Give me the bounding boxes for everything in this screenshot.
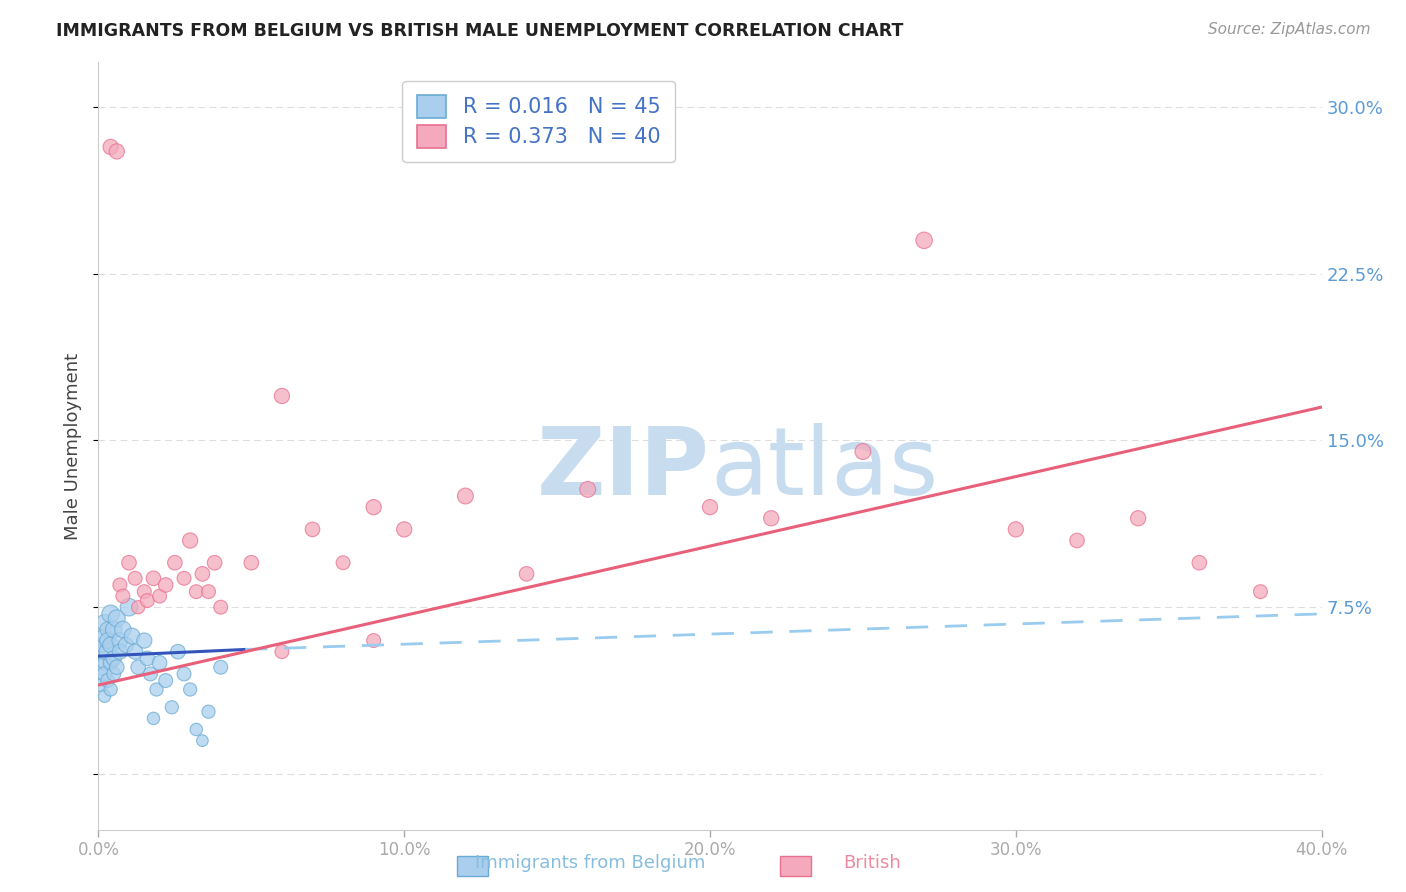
Point (111, 589, 134, 603)
Point (149, 656, 172, 670)
Point (90, 660, 112, 674)
Point (105, 660, 128, 674)
Point (142, 571, 165, 585)
Point (93, 689, 115, 703)
Point (105, 145, 128, 159)
Point (108, 633, 131, 648)
Point (1066, 533, 1088, 548)
Point (97, 633, 120, 648)
Point (1188, 556, 1211, 570)
Point (301, 522, 323, 536)
Point (100, 656, 122, 670)
Point (191, 566, 214, 581)
Point (270, 389, 292, 403)
Point (209, 600, 232, 615)
Point (197, 705, 219, 719)
Point (90, 678, 112, 692)
Text: ZIP: ZIP (537, 423, 710, 515)
Point (197, 584, 219, 599)
Point (93, 667, 115, 681)
Text: Source: ZipAtlas.com: Source: ZipAtlas.com (1208, 22, 1371, 37)
Point (93, 629, 115, 643)
Point (363, 500, 385, 515)
Point (97, 673, 120, 688)
Point (173, 667, 195, 681)
Text: British: British (842, 855, 901, 872)
Point (516, 566, 538, 581)
Point (204, 556, 226, 570)
Point (912, 233, 935, 247)
Text: Immigrants from Belgium: Immigrants from Belgium (475, 855, 706, 872)
Point (576, 483, 599, 497)
Point (155, 578, 177, 592)
Point (142, 711, 165, 725)
Point (392, 522, 416, 536)
Point (179, 682, 201, 697)
Point (118, 600, 141, 615)
Point (100, 140, 122, 154)
Point (186, 723, 208, 737)
Point (1004, 522, 1026, 536)
Bar (780, 856, 811, 876)
Point (145, 682, 167, 697)
Point (139, 667, 162, 681)
Point (852, 444, 875, 458)
Point (160, 700, 183, 714)
Point (124, 571, 146, 585)
Point (332, 556, 354, 570)
Point (100, 638, 122, 652)
Point (93, 656, 115, 670)
Point (134, 584, 156, 599)
Point (108, 645, 131, 659)
Point (97, 645, 120, 659)
Point (105, 611, 128, 625)
Point (149, 589, 172, 603)
Point (759, 511, 782, 525)
Point (136, 593, 159, 607)
Point (121, 629, 143, 643)
Point (90, 638, 112, 652)
Point (97, 623, 120, 637)
Point (127, 660, 149, 674)
Point (699, 500, 721, 515)
Bar (457, 856, 488, 876)
Point (155, 673, 177, 688)
Point (167, 645, 190, 659)
Point (108, 578, 131, 592)
Point (186, 584, 208, 599)
Text: atlas: atlas (710, 423, 938, 515)
Point (118, 556, 141, 570)
Point (270, 645, 292, 659)
Point (103, 623, 125, 637)
Point (240, 556, 263, 570)
Point (136, 651, 159, 665)
Point (111, 623, 134, 637)
Point (173, 571, 195, 585)
Point (127, 600, 149, 615)
Point (1249, 584, 1271, 599)
Point (90, 645, 112, 659)
Point (454, 489, 477, 503)
Point (115, 638, 138, 652)
Point (103, 667, 125, 681)
Point (363, 633, 385, 648)
Point (134, 633, 156, 648)
Point (124, 645, 146, 659)
Legend: R = 0.016   N = 45, R = 0.373   N = 40: R = 0.016 N = 45, R = 0.373 N = 40 (402, 80, 675, 162)
Point (179, 533, 201, 548)
Point (1128, 511, 1150, 525)
Point (103, 651, 125, 665)
Text: IMMIGRANTS FROM BELGIUM VS BRITISH MALE UNEMPLOYMENT CORRELATION CHART: IMMIGRANTS FROM BELGIUM VS BRITISH MALE … (56, 22, 904, 40)
Point (93, 615, 115, 630)
Point (163, 556, 186, 570)
Point (209, 660, 232, 674)
Y-axis label: Male Unemployment: Male Unemployment (65, 352, 83, 540)
Point (100, 607, 122, 621)
Point (191, 733, 214, 747)
Point (100, 682, 122, 697)
